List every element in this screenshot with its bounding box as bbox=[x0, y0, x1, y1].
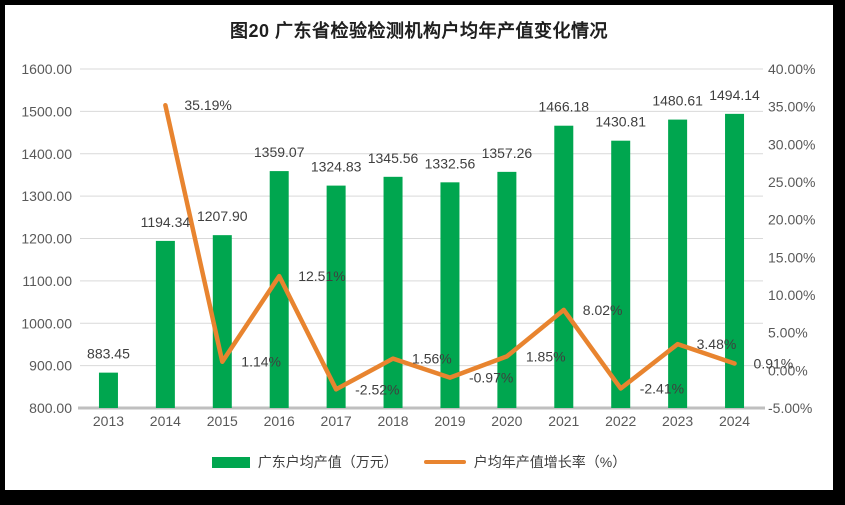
bar-value-label: 1345.56 bbox=[368, 150, 419, 166]
x-axis-label: 2018 bbox=[377, 413, 408, 429]
legend-bar-label: 广东户均产值（万元） bbox=[257, 454, 398, 470]
line-value-label: 1.56% bbox=[412, 351, 452, 367]
x-axis-label: 2024 bbox=[719, 413, 750, 429]
bar-2014 bbox=[155, 240, 175, 408]
line-value-label: 12.51% bbox=[298, 268, 345, 284]
right-axis-tick-label: 10.00% bbox=[768, 287, 815, 303]
legend-item-bar: 广东户均产值（万元） bbox=[211, 452, 398, 472]
left-axis-tick-label: 1500.00 bbox=[21, 103, 72, 119]
x-axis-label: 2017 bbox=[321, 413, 352, 429]
line-value-label: -0.97% bbox=[469, 370, 513, 386]
bar-2024 bbox=[725, 113, 745, 408]
line-value-label: -2.41% bbox=[640, 380, 684, 396]
bar-value-label: 1466.18 bbox=[538, 99, 589, 115]
x-axis-label: 2015 bbox=[207, 413, 238, 429]
right-axis-tick-label: 0.00% bbox=[768, 362, 808, 378]
line-series-swatch bbox=[423, 460, 466, 464]
bar-2015 bbox=[212, 235, 232, 408]
line-value-label: -2.52% bbox=[355, 381, 399, 397]
chart-frame: 图20 广东省检验检测机构户均年产值变化情况 1600.00 1500.00 140… bbox=[5, 5, 833, 490]
bar-value-label: 883.45 bbox=[87, 346, 130, 362]
right-axis-tick-label: 40.00% bbox=[768, 61, 815, 77]
growth-line bbox=[163, 102, 737, 392]
chart-plot: 1600.00 1500.00 1400.00 1300.00 1200.00 1100.… bbox=[21, 61, 815, 429]
chart-legend: 广东户均产值（万元） 户均年产值增长率（%） bbox=[5, 452, 833, 472]
left-axis-tick-label: 1400.00 bbox=[21, 146, 72, 162]
x-axis-label: 2023 bbox=[662, 413, 693, 429]
right-axis-tick-label: 25.00% bbox=[768, 174, 815, 190]
bar-value-label: 1480.61 bbox=[652, 93, 703, 109]
bar-value-label: 1207.90 bbox=[197, 208, 248, 224]
bar-value-label: 1357.26 bbox=[482, 145, 533, 161]
line-value-label: 35.19% bbox=[184, 97, 231, 113]
right-axis-tick-label: 30.00% bbox=[768, 136, 815, 152]
x-axis-label: 2019 bbox=[434, 413, 465, 429]
bar-series-swatch bbox=[211, 456, 250, 468]
bar-2020 bbox=[497, 171, 517, 408]
bar-value-label: 1332.56 bbox=[425, 155, 476, 171]
bar-2022 bbox=[611, 140, 631, 408]
bar-value-label: 1359.07 bbox=[254, 144, 305, 160]
bar-2016 bbox=[269, 171, 289, 408]
chart-title: 图20 广东省检验检测机构户均年产值变化情况 bbox=[229, 21, 609, 41]
x-axis-label: 2021 bbox=[548, 413, 579, 429]
bar-value-label: 1430.81 bbox=[595, 114, 646, 130]
left-axis-tick-label: 900.00 bbox=[29, 358, 72, 374]
bar-value-label: 1494.14 bbox=[709, 87, 760, 103]
left-axis-tick-label: 800.00 bbox=[29, 400, 72, 416]
left-axis-tick-label: 1300.00 bbox=[21, 188, 72, 204]
bar-2021 bbox=[554, 125, 574, 408]
bar-2017 bbox=[326, 185, 346, 408]
right-axis-tick-label: -5.00% bbox=[768, 400, 812, 416]
right-axis-tick-label: 15.00% bbox=[768, 249, 815, 265]
bar-2013 bbox=[98, 372, 118, 408]
bar-2018 bbox=[383, 176, 403, 408]
x-axis-label: 2022 bbox=[605, 413, 636, 429]
line-value-label: 1.85% bbox=[526, 348, 566, 364]
line-value-label: 0.91% bbox=[754, 355, 794, 371]
bar-2023 bbox=[668, 119, 688, 408]
left-axis-tick-label: 1100.00 bbox=[22, 273, 72, 289]
left-axis-tick-label: 1200.00 bbox=[21, 231, 72, 247]
right-axis-tick-label: 5.00% bbox=[768, 325, 808, 341]
line-value-label: 1.14% bbox=[241, 354, 281, 370]
line-value-label: 8.02% bbox=[583, 302, 623, 318]
left-axis-tick-label: 1600.00 bbox=[21, 61, 72, 77]
right-axis-tick-label: 35.00% bbox=[768, 99, 815, 115]
line-value-label: 3.48% bbox=[697, 336, 737, 352]
bar-2019 bbox=[440, 182, 460, 408]
legend-line-label: 户均年产值增长率（%） bbox=[473, 454, 627, 470]
bar-value-label: 1194.34 bbox=[141, 214, 191, 230]
x-axis-label: 2020 bbox=[491, 413, 522, 429]
legend-item-line: 户均年产值增长率（%） bbox=[423, 452, 627, 472]
left-axis-tick-label: 1000.00 bbox=[21, 315, 72, 331]
right-axis-tick-label: 20.00% bbox=[768, 212, 815, 228]
x-axis-label: 2016 bbox=[264, 413, 295, 429]
x-axis-label: 2014 bbox=[150, 413, 181, 429]
bar-value-label: 1324.83 bbox=[311, 159, 362, 175]
x-axis-label: 2013 bbox=[93, 413, 124, 429]
